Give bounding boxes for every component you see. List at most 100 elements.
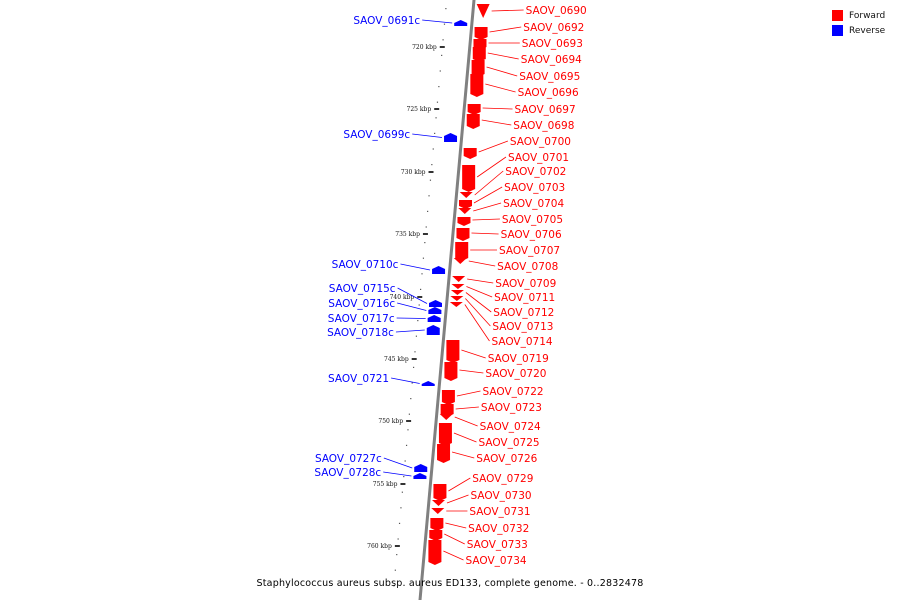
- reverse-gene-connector: [383, 471, 412, 477]
- forward-gene-block: [457, 217, 471, 223]
- forward-gene-tip: [462, 189, 476, 192]
- reverse-gene-label: SAOV_0721: [328, 373, 389, 385]
- forward-gene-tip: [444, 378, 458, 381]
- forward-gene-tip: [456, 238, 470, 241]
- forward-gene-label: SAOV_0694: [521, 54, 582, 66]
- reverse-gene-connector: [397, 302, 427, 311]
- forward-gene-block: [446, 340, 460, 360]
- reverse-gene-arrow: [414, 464, 428, 472]
- forward-gene-connector: [473, 186, 503, 204]
- forward-gene-label: SAOV_0726: [476, 453, 537, 465]
- forward-gene-block: [470, 74, 484, 94]
- scale-dot: [445, 8, 447, 10]
- forward-gene-connector: [489, 26, 522, 33]
- forward-gene-connector: [451, 451, 475, 459]
- scale-dot: [435, 117, 437, 119]
- forward-gene-arrow: [450, 290, 464, 295]
- forward-gene-label: SAOV_0729: [472, 473, 533, 485]
- forward-gene-arrow: [459, 192, 473, 198]
- scale-dot: [408, 413, 410, 415]
- forward-gene-block: [429, 530, 443, 538]
- scale-dot: [412, 366, 415, 368]
- forward-gene-label: SAOV_0703: [504, 182, 565, 194]
- forward-gene-block: [467, 104, 481, 112]
- forward-gene-connector: [466, 286, 493, 298]
- forward-gene-arrow: [476, 4, 490, 18]
- legend-item-forward[interactable]: Forward: [832, 8, 892, 23]
- forward-gene-label: SAOV_0709: [495, 278, 556, 290]
- reverse-gene-arrow: [444, 133, 458, 142]
- legend-item-reverse[interactable]: Reverse: [832, 23, 892, 38]
- reverse-gene-label: SAOV_0727c: [315, 453, 382, 465]
- forward-gene-connector: [448, 477, 471, 492]
- scale-dot: [418, 304, 420, 306]
- reverse-gene-connector: [412, 133, 443, 138]
- reverse-gene-label: SAOV_0717c: [328, 313, 395, 325]
- scale-dot: [404, 460, 406, 462]
- scale-dot: [396, 554, 398, 556]
- scale-dot: [407, 429, 409, 431]
- forward-gene-arrow: [449, 302, 463, 307]
- forward-gene-label: SAOV_0722: [483, 386, 544, 398]
- genome-backbone: [418, 0, 476, 600]
- forward-gene-block: [472, 47, 486, 59]
- forward-gene-connector: [455, 406, 479, 410]
- scale-tick-label: 735 kbp: [395, 231, 420, 238]
- scale-tick-label: 720 kbp: [412, 44, 437, 51]
- forward-gene-connector: [478, 140, 509, 153]
- scale-tick-label: 760 kbp: [367, 543, 392, 550]
- scale-dot: [424, 242, 426, 244]
- forward-gene-connector: [465, 292, 492, 313]
- forward-gene-label: SAOV_0701: [508, 152, 569, 164]
- reverse-gene-label: SAOV_0710c: [332, 259, 399, 271]
- forward-gene-tip: [459, 206, 472, 209]
- forward-gene-tip: [428, 562, 442, 565]
- reverse-gene-arrow: [421, 381, 435, 386]
- scale-dot: [397, 538, 399, 540]
- forward-gene-connector: [467, 278, 494, 284]
- scale-dot: [400, 507, 402, 509]
- forward-gene-label: SAOV_0714: [491, 336, 552, 348]
- scale-dot: [431, 164, 433, 166]
- reverse-gene-label: SAOV_0691c: [353, 15, 420, 27]
- reverse-swatch: [832, 25, 843, 36]
- forward-gene-label: SAOV_0708: [497, 261, 558, 273]
- scale-dot: [434, 132, 436, 134]
- forward-gene-label: SAOV_0707: [499, 245, 560, 257]
- scale-dot: [427, 210, 429, 212]
- forward-gene-label: SAOV_0700: [510, 136, 571, 148]
- forward-gene-block: [473, 39, 487, 47]
- reverse-gene-arrow: [429, 300, 442, 307]
- forward-gene-connector: [476, 156, 507, 178]
- genome-caption: Staphylococcus aureus subsp. aureus ED13…: [256, 578, 644, 589]
- forward-gene-connector: [443, 550, 464, 561]
- forward-gene-tip: [463, 156, 477, 159]
- forward-gene-block: [438, 423, 452, 443]
- scale-dot: [439, 70, 441, 72]
- forward-gene-block: [462, 165, 476, 189]
- reverse-gene-connector: [422, 19, 453, 24]
- forward-gene-label: SAOV_0706: [501, 229, 562, 241]
- reverse-gene-arrow: [428, 307, 442, 314]
- forward-gene-connector: [454, 416, 478, 427]
- scale-dot: [410, 398, 412, 400]
- forward-gene-label: SAOV_0719: [488, 353, 549, 365]
- forward-gene-label: SAOV_0720: [485, 368, 546, 380]
- forward-gene-label: SAOV_0712: [493, 307, 554, 319]
- scale-dot: [394, 569, 396, 571]
- forward-gene-block: [455, 242, 469, 258]
- scale-dot: [443, 23, 446, 25]
- forward-gene-connector: [482, 107, 513, 110]
- forward-gene-connector: [486, 66, 518, 77]
- forward-gene-label: SAOV_0692: [523, 22, 584, 34]
- reverse-gene-connector: [396, 317, 426, 319]
- forward-gene-connector: [472, 218, 500, 221]
- forward-gene-block: [430, 518, 444, 528]
- forward-gene-connector: [468, 260, 496, 267]
- forward-gene-connector: [485, 83, 516, 93]
- scale-dot: [429, 179, 432, 181]
- forward-gene-arrow: [432, 500, 445, 506]
- scale-tick-label: 755 kbp: [373, 481, 398, 488]
- forward-gene-arrow: [458, 208, 472, 214]
- forward-gene-label: SAOV_0711: [494, 292, 555, 304]
